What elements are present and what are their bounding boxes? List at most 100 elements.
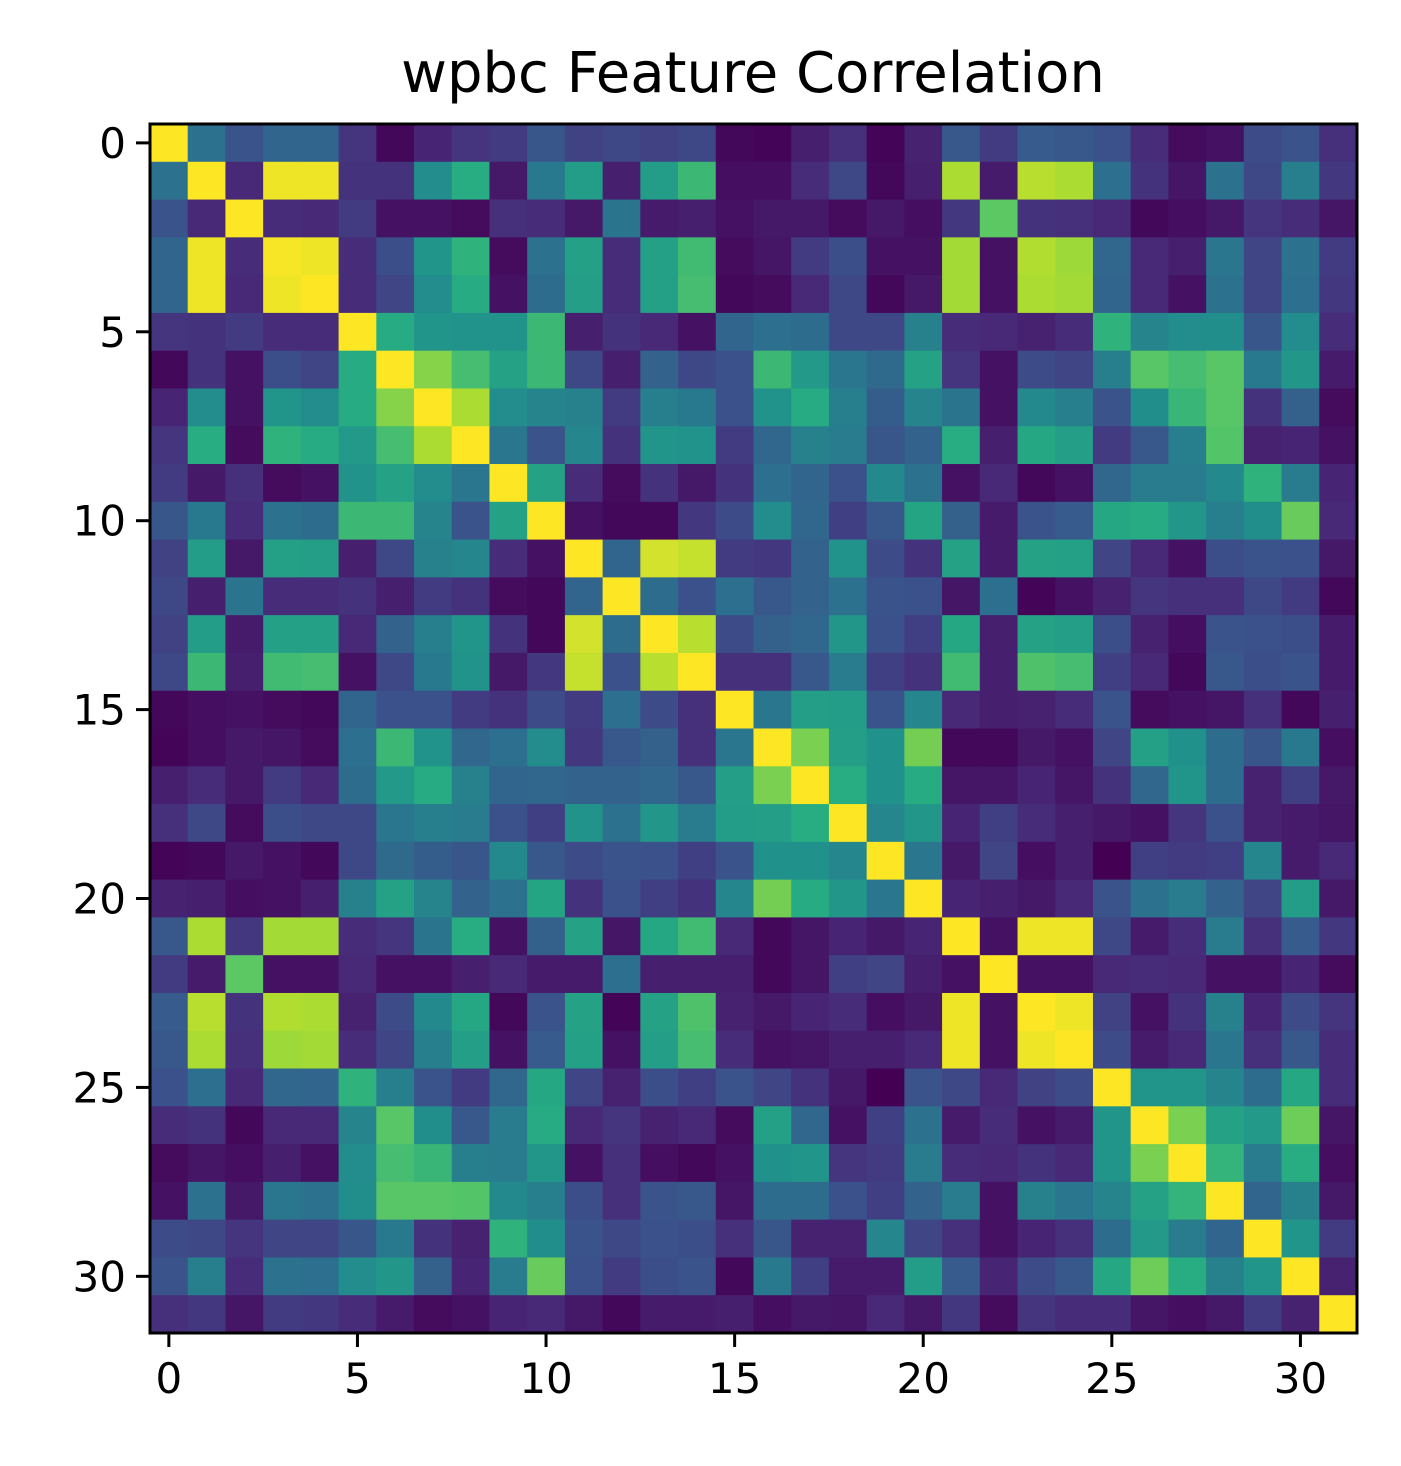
heatmap-cell <box>527 652 566 692</box>
heatmap-cell <box>414 237 453 276</box>
heatmap-cell <box>489 728 528 767</box>
heatmap-cell <box>942 879 981 919</box>
heatmap-cell <box>150 501 189 541</box>
heatmap-cell <box>263 577 302 616</box>
heatmap-cell <box>1055 1257 1094 1296</box>
heatmap-cell <box>376 199 415 238</box>
heatmap-cell <box>225 312 264 352</box>
heatmap-cell <box>904 992 943 1032</box>
heatmap-cell <box>1017 426 1056 465</box>
heatmap-cell <box>753 312 792 352</box>
heatmap-cell <box>979 766 1019 805</box>
heatmap-cell <box>1319 804 1358 843</box>
heatmap-cell <box>1281 1181 1320 1221</box>
heatmap-cell <box>715 615 755 654</box>
heatmap-cell <box>414 275 453 314</box>
heatmap-cell <box>715 1106 755 1145</box>
heatmap-cell <box>1130 690 1170 730</box>
heatmap-cell <box>979 501 1019 541</box>
heatmap-cell <box>753 1106 792 1145</box>
heatmap-cell <box>1206 652 1245 692</box>
heatmap-cell <box>376 501 415 541</box>
heatmap-cell <box>187 766 227 805</box>
heatmap-cell <box>678 312 717 352</box>
chart-title: wpbc Feature Correlation <box>401 41 1105 106</box>
x-tick-label: 20 <box>897 1354 950 1403</box>
heatmap-cell <box>1130 917 1170 956</box>
heatmap-cell <box>564 615 604 654</box>
x-tick-label: 5 <box>344 1354 371 1403</box>
heatmap-cell <box>263 124 302 163</box>
heatmap-cell <box>640 388 679 427</box>
heatmap-cell <box>904 350 943 390</box>
heatmap-cell <box>1130 879 1170 919</box>
heatmap-cell <box>904 841 943 881</box>
heatmap-cell <box>640 1106 679 1145</box>
heatmap-cell <box>791 1181 830 1221</box>
heatmap-cell <box>225 841 264 881</box>
heatmap-cell <box>640 464 679 503</box>
heatmap-cell <box>942 1144 981 1183</box>
heatmap-cell <box>866 955 905 994</box>
heatmap-cell <box>602 501 641 541</box>
heatmap-cell <box>300 577 340 616</box>
heatmap-cell <box>150 275 189 314</box>
heatmap-cell <box>942 652 981 692</box>
heatmap-cell <box>1130 1257 1170 1296</box>
heatmap-cell <box>942 501 981 541</box>
heatmap-cell <box>828 312 868 352</box>
heatmap-cell <box>263 237 302 276</box>
heatmap-cell <box>414 312 453 352</box>
heatmap-cell <box>753 539 792 578</box>
heatmap-cell <box>527 161 566 201</box>
heatmap-cell <box>414 426 453 465</box>
y-axis: 0 5 10 15 20 25 30 <box>73 119 150 1301</box>
heatmap-cell <box>414 350 453 390</box>
heatmap-cell <box>1130 275 1170 314</box>
heatmap-cell <box>527 690 566 730</box>
heatmap-cell <box>1243 690 1283 730</box>
heatmap-cell <box>791 1144 830 1183</box>
heatmap-cell <box>1168 501 1207 541</box>
heatmap-cell <box>1281 804 1320 843</box>
heatmap-cell <box>225 124 264 163</box>
heatmap-cell <box>942 1106 981 1145</box>
heatmap-cell <box>414 464 453 503</box>
heatmap-cell <box>979 879 1019 919</box>
heatmap-cell <box>602 841 641 881</box>
heatmap-cell <box>866 766 905 805</box>
heatmap-cell <box>1206 1219 1245 1259</box>
heatmap-cell <box>376 766 415 805</box>
heatmap-cell <box>602 1144 641 1183</box>
heatmap-cell <box>1319 275 1358 314</box>
heatmap-cell <box>527 917 566 956</box>
heatmap-cell <box>1206 728 1245 767</box>
heatmap-cell <box>1281 464 1320 503</box>
heatmap-cell <box>1243 955 1283 994</box>
heatmap-cell <box>753 350 792 390</box>
heatmap-cell <box>225 501 264 541</box>
heatmap-cell <box>979 615 1019 654</box>
heatmap-cell <box>300 1295 340 1334</box>
heatmap-cell <box>564 992 604 1032</box>
heatmap-cell <box>678 350 717 390</box>
heatmap-cell <box>414 804 453 843</box>
heatmap-cell <box>1281 690 1320 730</box>
heatmap-cell <box>715 728 755 767</box>
heatmap-cell <box>150 955 189 994</box>
heatmap-cell <box>602 161 641 201</box>
heatmap-cell <box>1130 1030 1170 1070</box>
heatmap-cell <box>1092 1181 1132 1221</box>
heatmap-cell <box>338 426 377 465</box>
heatmap-cell <box>338 841 377 881</box>
heatmap-cell <box>1281 350 1320 390</box>
heatmap-cell <box>979 652 1019 692</box>
heatmap-cell <box>1092 766 1132 805</box>
heatmap-cell <box>489 879 528 919</box>
heatmap-cell <box>225 199 264 238</box>
heatmap-cell <box>942 388 981 427</box>
heatmap-cell <box>942 312 981 352</box>
heatmap-cell <box>300 917 340 956</box>
heatmap-cell <box>1281 728 1320 767</box>
heatmap-cell <box>225 1144 264 1183</box>
